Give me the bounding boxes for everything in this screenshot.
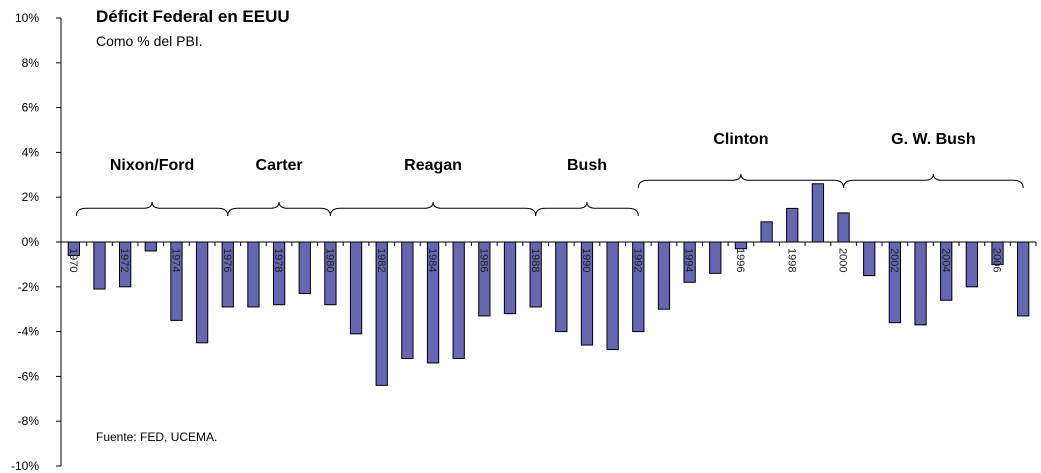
- x-tick-label: 1986: [477, 248, 489, 272]
- x-tick-label: 1980: [324, 248, 336, 272]
- bar: [683, 241, 696, 283]
- bar: [580, 241, 594, 346]
- president-label: Nixon/Ford: [110, 157, 194, 174]
- y-tick-label: 2%: [22, 190, 40, 204]
- y-tick-label: 6%: [22, 101, 40, 115]
- bar: [760, 221, 773, 243]
- x-tick-label: 1998: [785, 248, 797, 272]
- bar: [452, 241, 465, 359]
- president-label: Bush: [567, 157, 607, 174]
- president-brace: [329, 201, 537, 217]
- bar: [632, 241, 645, 333]
- y-axis: 10% 8% 6% 4% 2% 0% -2% -4% -6% -8% -10%: [11, 11, 1037, 473]
- x-tick-label: 1978: [272, 248, 284, 272]
- bar: [863, 241, 876, 277]
- bar: [93, 241, 106, 290]
- bars: [67, 183, 1030, 386]
- bar: [170, 241, 183, 321]
- chart-source: Fuente: FED, UCEMA.: [96, 430, 218, 444]
- president-label: Reagan: [404, 157, 462, 174]
- bar: [914, 241, 927, 326]
- president-label: G. W. Bush: [891, 131, 975, 148]
- bar: [837, 212, 850, 243]
- x-tick-label: 1970: [67, 248, 79, 272]
- x-tick-label: 2006: [991, 248, 1003, 272]
- y-tick-label: 10%: [15, 11, 39, 25]
- bar: [401, 241, 414, 359]
- bar: [734, 241, 748, 250]
- y-tick-label: -4%: [18, 325, 40, 339]
- x-tick-label: 2002: [888, 248, 900, 272]
- y-tick-label: 4%: [22, 145, 40, 159]
- chart-title: Déficit Federal en EEUU: [96, 7, 290, 26]
- bar: [991, 241, 1004, 265]
- president-brace: [75, 201, 229, 217]
- president-label: Carter: [256, 157, 303, 174]
- x-axis-labels: 1970 1972 1974 1976 1978 1980 1982 1984 1986 1988…: [67, 248, 1003, 272]
- x-tick-label: 1976: [221, 248, 233, 272]
- bar: [221, 241, 234, 308]
- x-tick-label: 2004: [939, 248, 951, 272]
- bar: [349, 241, 363, 335]
- bar: [298, 241, 311, 295]
- y-tick-label: -6%: [18, 369, 40, 383]
- bar: [529, 241, 542, 308]
- x-tick-label: 1992: [631, 248, 643, 272]
- x-tick-label: 1994: [683, 248, 695, 272]
- bar: [606, 241, 619, 351]
- bar: [786, 207, 799, 243]
- bar: [426, 241, 440, 364]
- bar: [965, 241, 978, 288]
- bar: [247, 241, 260, 308]
- bar: [657, 241, 671, 310]
- y-tick-label: 8%: [22, 56, 40, 70]
- x-tick-label: 1988: [529, 248, 541, 272]
- president-brace: [227, 201, 331, 217]
- y-tick-label: -2%: [18, 280, 40, 294]
- x-tick-label: 1996: [734, 248, 746, 272]
- bar: [67, 241, 80, 256]
- president-brace: [535, 201, 639, 217]
- bar: [144, 241, 157, 252]
- president-annotations: Nixon/Ford Carter Reagan Bush Clinton G. W. B…: [75, 131, 1024, 217]
- bar: [1017, 241, 1030, 317]
- bar: [119, 241, 132, 288]
- x-tick-label: 1972: [118, 248, 130, 272]
- bar: [324, 241, 337, 306]
- bar: [478, 241, 491, 317]
- bar: [503, 241, 517, 315]
- bar: [555, 241, 568, 333]
- bar: [940, 241, 953, 301]
- bar: [888, 241, 902, 324]
- x-tick-label: 1984: [426, 248, 438, 272]
- y-tick-label: -10%: [11, 459, 39, 473]
- bar: [375, 241, 388, 386]
- president-label: Clinton: [713, 131, 768, 148]
- president-brace: [843, 173, 1024, 189]
- bar: [709, 241, 722, 274]
- chart-subtitle: Como % del PBI.: [96, 33, 203, 49]
- bar: [811, 183, 825, 243]
- x-tick-label: 1974: [170, 248, 182, 272]
- x-tick-label: 1990: [580, 248, 592, 272]
- y-tick-label: -8%: [18, 414, 40, 428]
- x-tick-label: 1982: [375, 248, 387, 272]
- bar: [272, 241, 286, 306]
- y-tick-label: 0%: [22, 235, 40, 249]
- president-brace: [637, 173, 845, 189]
- bar: [195, 241, 209, 344]
- x-tick-label: 2000: [837, 248, 849, 272]
